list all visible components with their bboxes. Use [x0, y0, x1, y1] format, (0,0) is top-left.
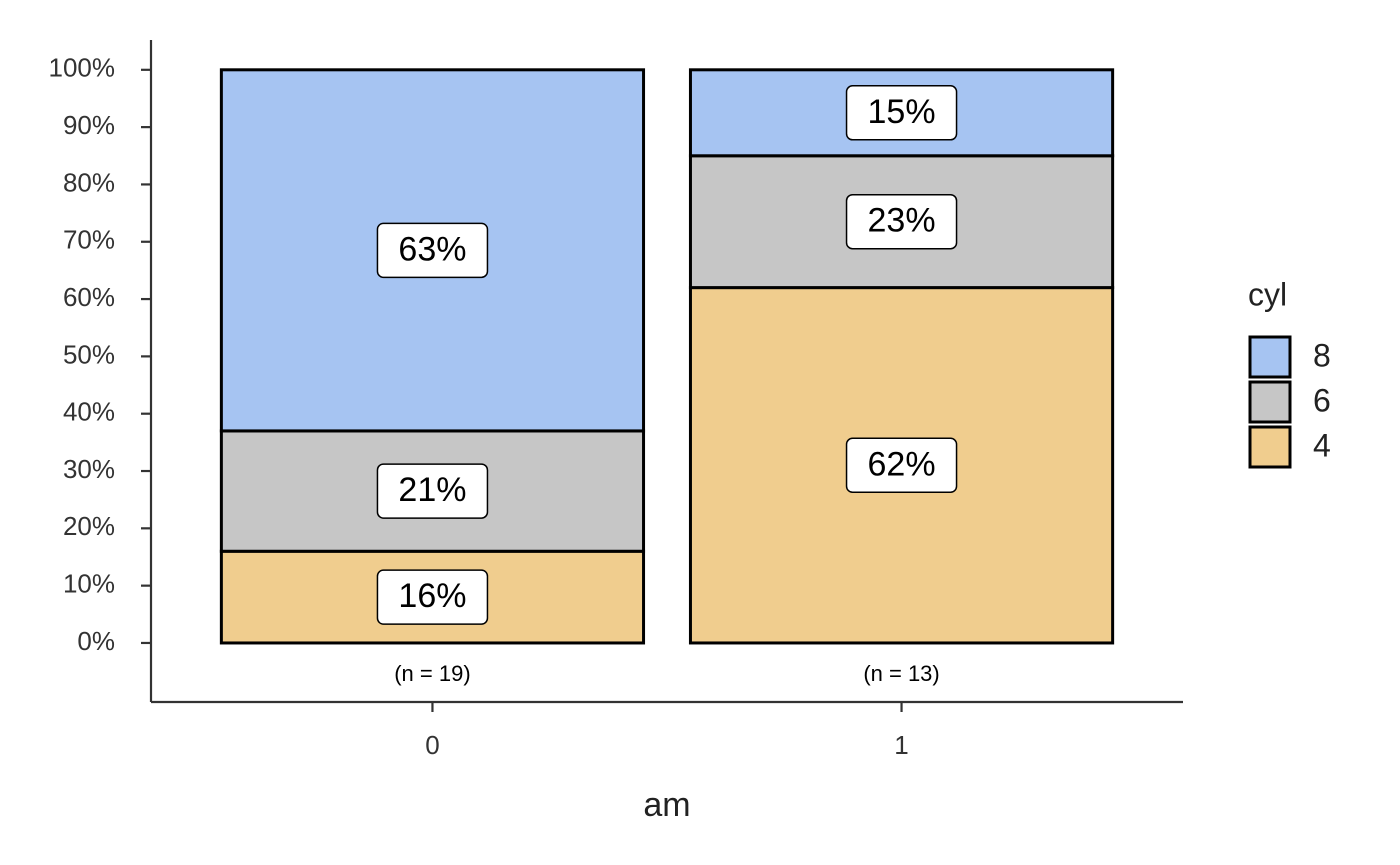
y-tick-label: 40% [63, 397, 115, 427]
legend-title: cyl [1248, 276, 1287, 312]
data-label-box [376, 463, 489, 519]
legend-label: 6 [1313, 382, 1331, 418]
y-tick-label: 30% [63, 454, 115, 484]
annotation: (n = 13) [863, 661, 939, 686]
legend-key [1248, 380, 1292, 424]
y-tick-label: 50% [63, 339, 115, 369]
data-label-box [376, 222, 489, 279]
data-label: 16% [398, 577, 466, 615]
data-label-box [845, 193, 958, 250]
legend-label: 4 [1313, 427, 1331, 463]
y-tick-label: 80% [63, 167, 115, 197]
data-label: 21% [398, 471, 466, 509]
y-tick-label: 0% [77, 626, 115, 656]
y-tick-label: 100% [49, 53, 116, 83]
x-tick-label: 0 [425, 730, 439, 760]
data-label: 23% [868, 202, 936, 240]
x-tick-label: 1 [894, 730, 908, 760]
y-tick-label: 20% [63, 511, 115, 541]
data-label-box [376, 569, 489, 625]
y-tick-label: 60% [63, 282, 115, 312]
data-label-box [845, 85, 958, 141]
annotation: (n = 19) [394, 661, 470, 686]
data-label: 62% [868, 445, 936, 483]
y-tick-label: 70% [63, 225, 115, 255]
y-tick-label: 90% [63, 110, 115, 140]
data-label-box [845, 437, 958, 494]
data-label: 15% [868, 93, 936, 131]
legend-label: 8 [1313, 337, 1331, 373]
y-tick-label: 10% [63, 569, 115, 599]
legend-key [1248, 425, 1292, 469]
x-axis-title: am [643, 786, 690, 824]
data-label: 63% [398, 230, 466, 268]
legend-key [1248, 335, 1292, 379]
